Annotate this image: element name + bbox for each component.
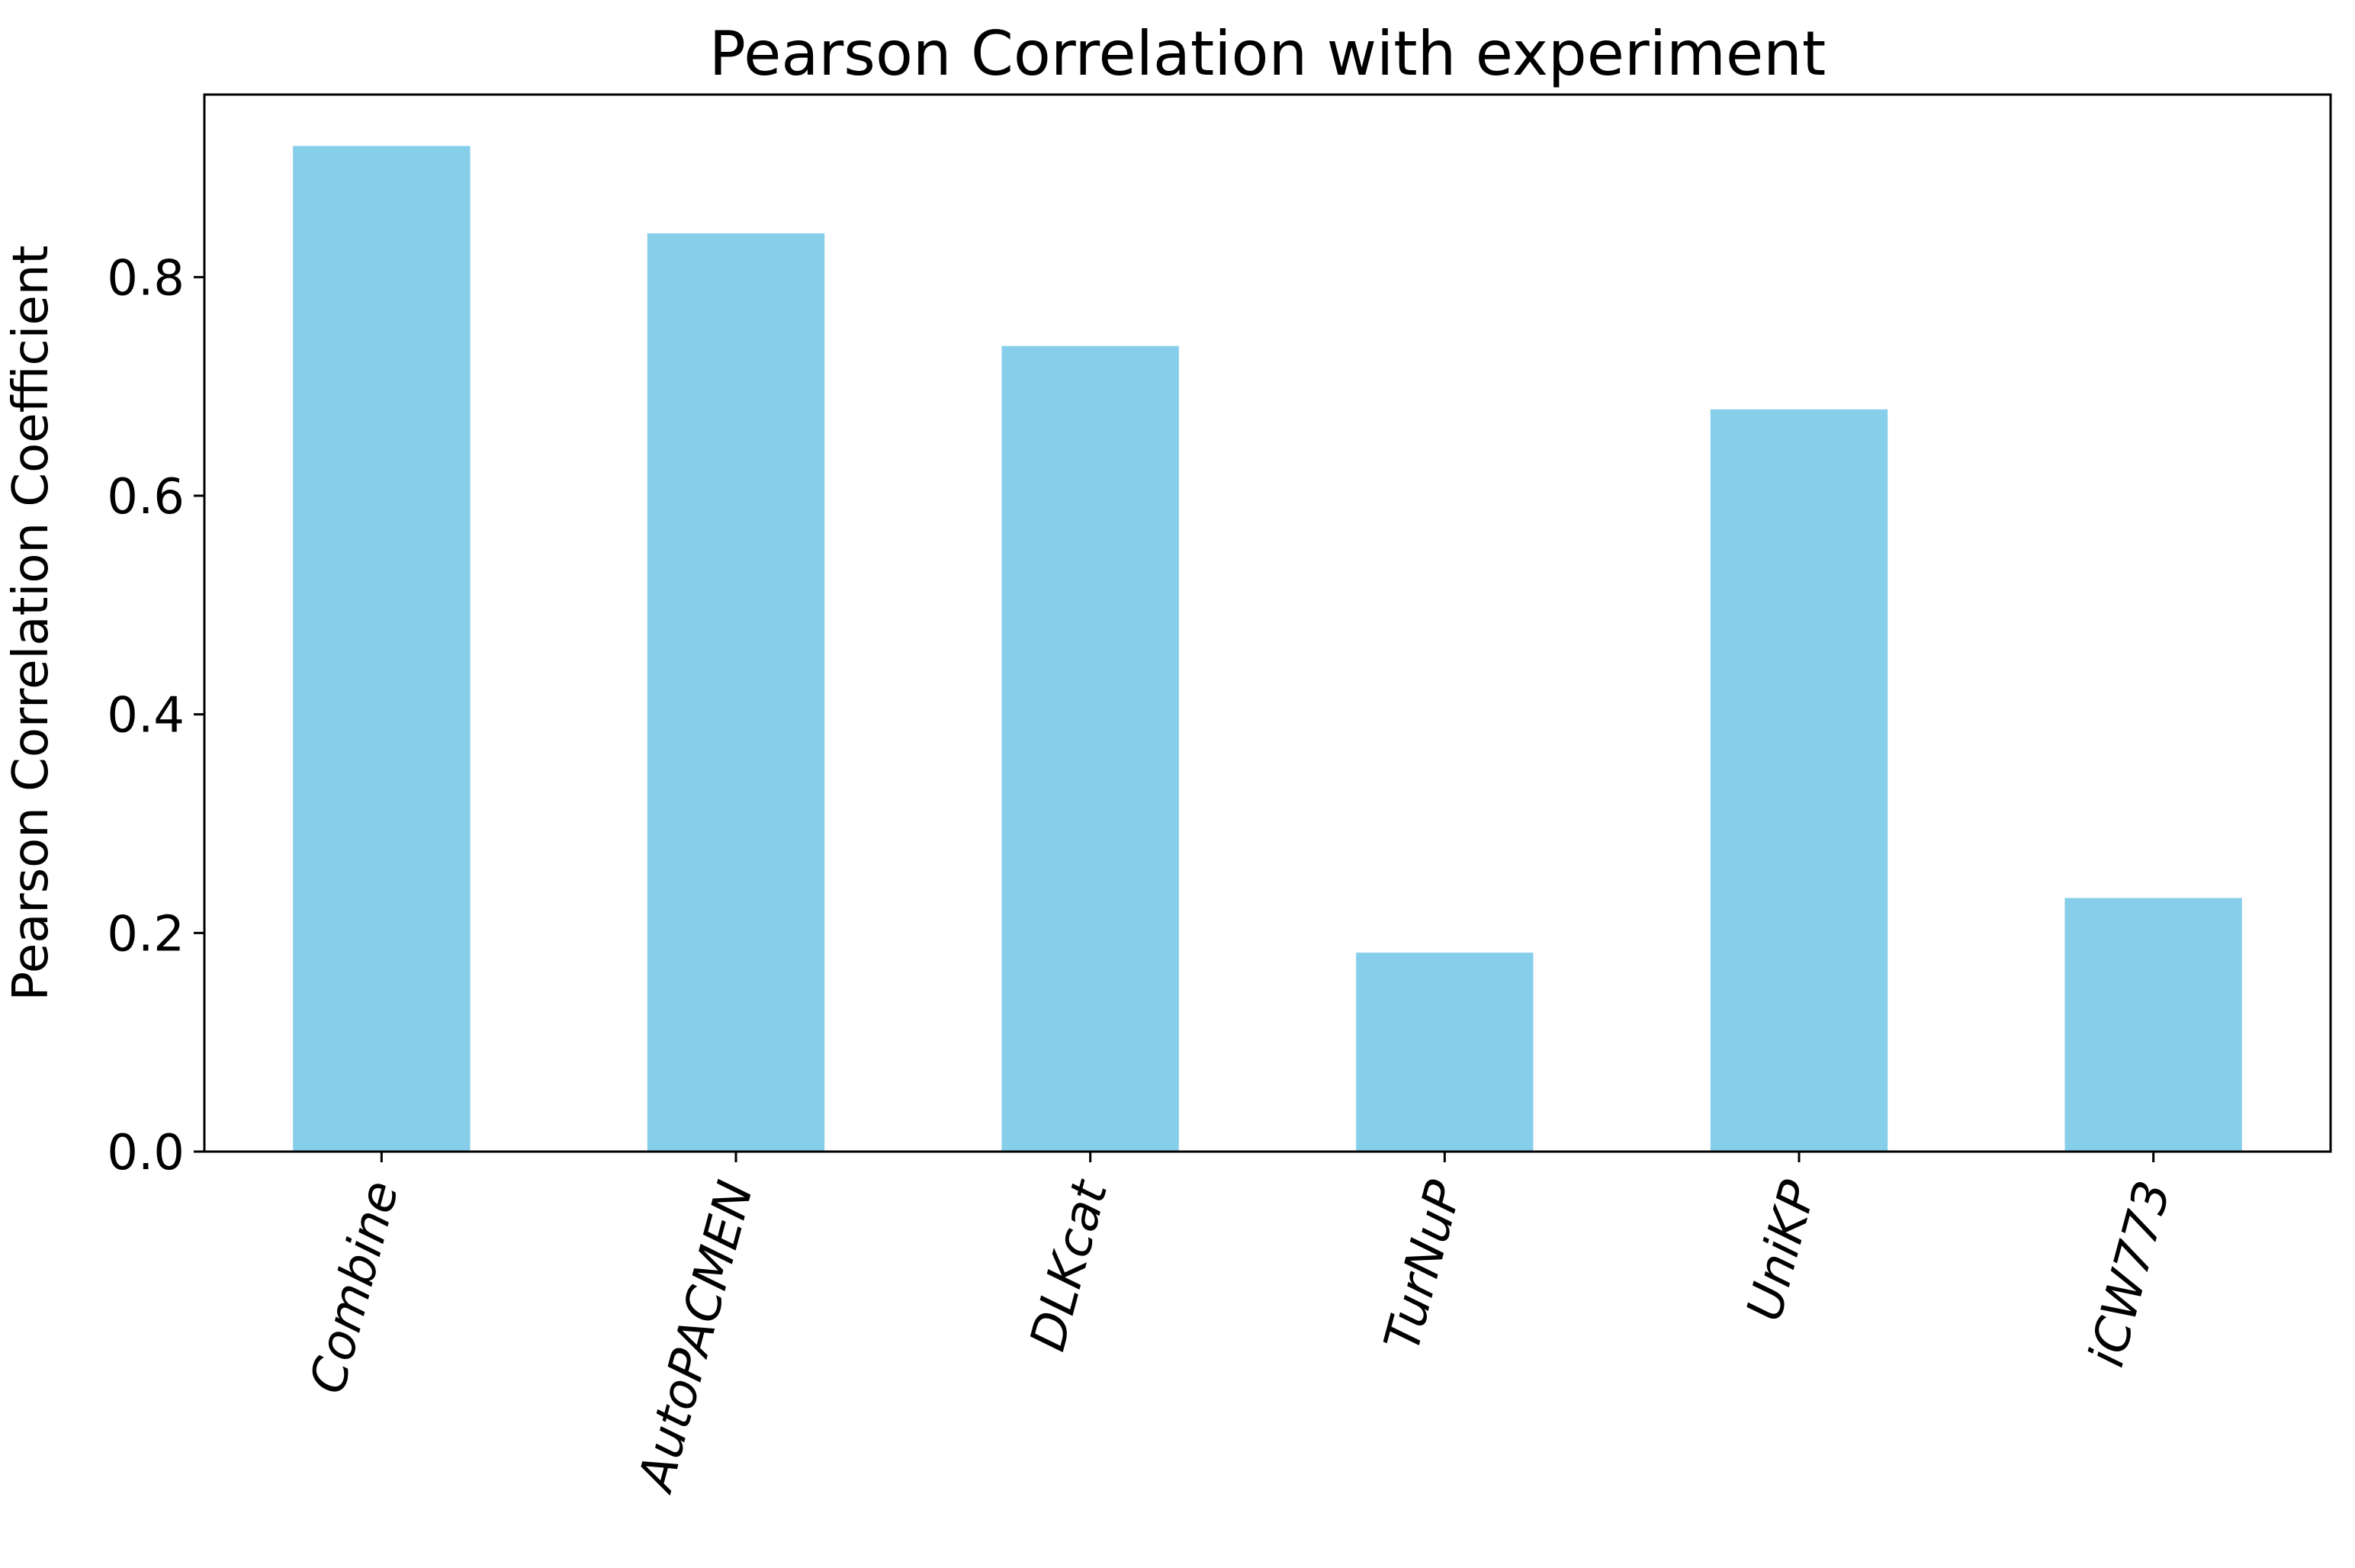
- bar-unikp: [1710, 409, 1888, 1152]
- plot-frame: [203, 93, 2332, 1153]
- bar-turnup: [1356, 953, 1534, 1152]
- x-tick-label: TurNuP: [1374, 1175, 1473, 1357]
- chart-title: Pearson Correlation with experiment: [709, 18, 1826, 89]
- x-axis-ticks: Combine AutoPACMEN DLKcat TurNuP UniKP iCW773: [300, 1152, 2182, 1499]
- bar-dlkcat: [1001, 345, 1179, 1152]
- y-tick-label: 0.0: [107, 1125, 185, 1181]
- bars-layer: [293, 146, 2242, 1152]
- y-tick-label: 0.8: [107, 250, 185, 307]
- bar-combine: [293, 146, 471, 1152]
- y-tick-label: 0.6: [107, 469, 185, 525]
- y-tick-label: 0.4: [107, 688, 185, 744]
- x-tick-label: Combine: [300, 1175, 410, 1399]
- x-tick-label: UniKP: [1737, 1175, 1828, 1327]
- x-tick-label: iCW773: [2078, 1175, 2182, 1373]
- bar-icw773: [2064, 898, 2242, 1152]
- x-tick-label: DLKcat: [1020, 1173, 1120, 1357]
- y-tick-label: 0.2: [107, 906, 185, 962]
- y-axis-ticks: 0.0 0.2 0.4 0.6 0.8: [107, 250, 204, 1181]
- y-axis-label: Pearson Correlation Coefficient: [3, 246, 59, 1001]
- bar-autopacmen: [647, 233, 825, 1152]
- x-tick-label: AutoPACMEN: [627, 1175, 764, 1499]
